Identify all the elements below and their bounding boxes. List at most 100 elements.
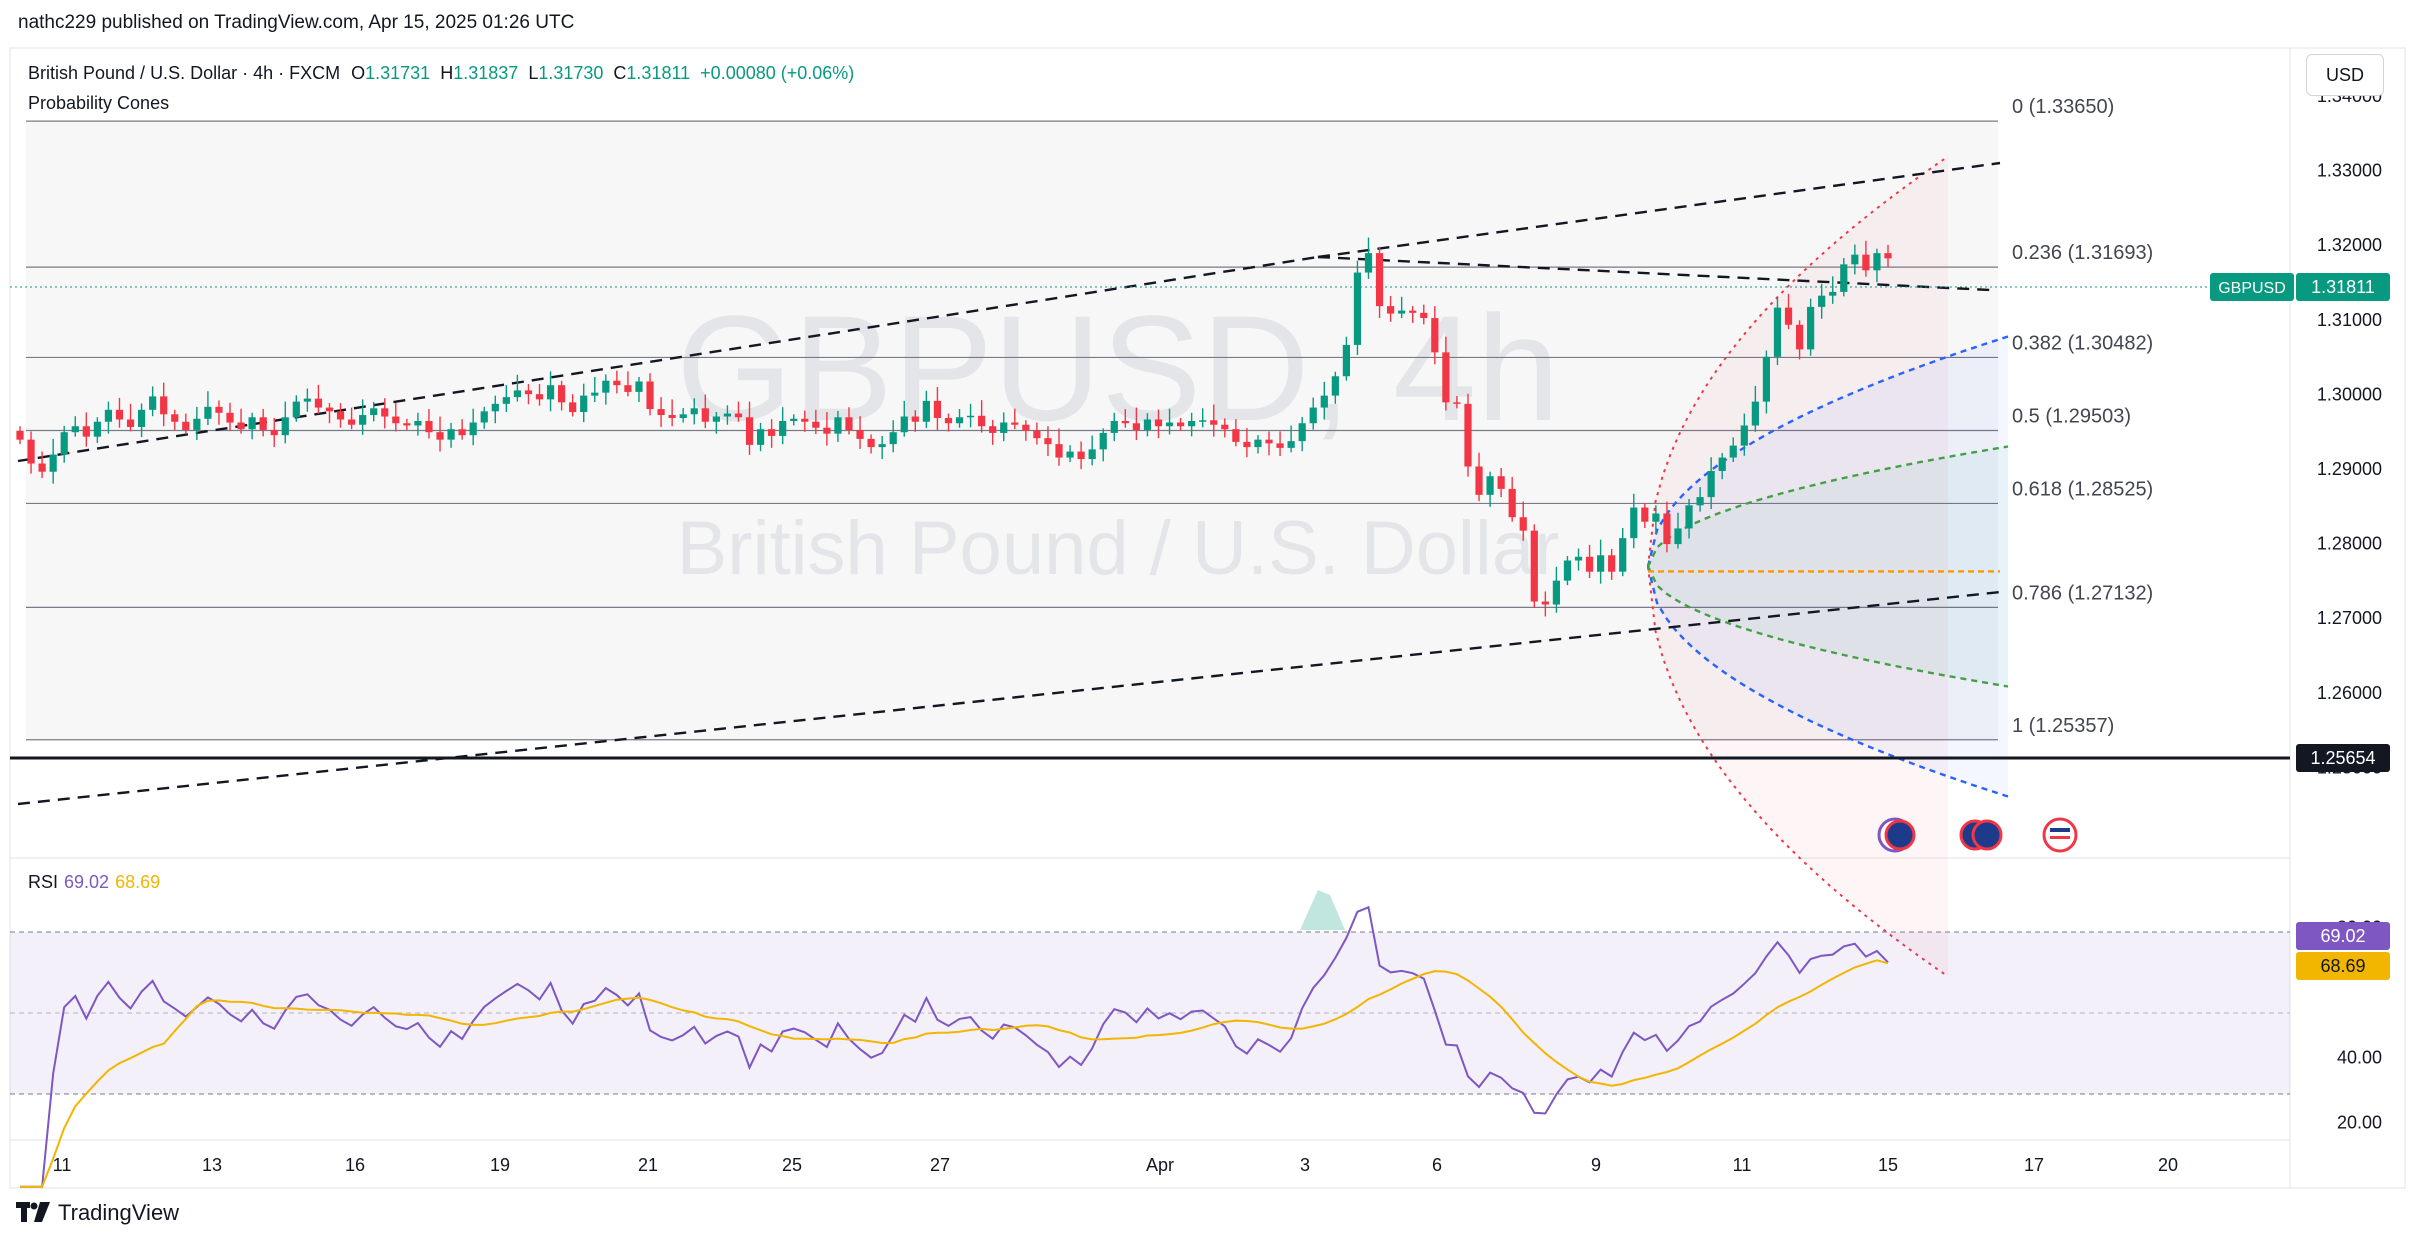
candle-body[interactable] bbox=[1619, 538, 1627, 572]
candle-body[interactable] bbox=[657, 409, 665, 416]
candle-body[interactable] bbox=[1729, 445, 1737, 458]
candle-body[interactable] bbox=[160, 396, 168, 415]
candle-body[interactable] bbox=[1696, 497, 1704, 506]
candle-body[interactable] bbox=[1287, 441, 1295, 448]
candle-body[interactable] bbox=[1298, 423, 1306, 442]
candle-body[interactable] bbox=[712, 416, 720, 422]
candle-body[interactable] bbox=[1829, 291, 1837, 296]
time-axis[interactable]: 11 13 16 19 21 25 27 Apr 3 6 9 11 15 17 20 bbox=[53, 1155, 2178, 1175]
candle-body[interactable] bbox=[38, 463, 46, 472]
candle-body[interactable] bbox=[524, 390, 533, 395]
candle-body[interactable] bbox=[834, 417, 842, 434]
candle-body[interactable] bbox=[314, 398, 323, 408]
candle-body[interactable] bbox=[646, 381, 654, 410]
candle-body[interactable] bbox=[1320, 395, 1328, 408]
candle-body[interactable] bbox=[624, 385, 632, 392]
candle-body[interactable] bbox=[978, 415, 986, 427]
candle-body[interactable] bbox=[1884, 253, 1892, 259]
rsi-legend[interactable]: RSI 69.02 68.69 bbox=[28, 872, 160, 893]
candle-body[interactable] bbox=[1000, 422, 1008, 433]
candle-body[interactable] bbox=[1176, 422, 1185, 427]
candle-body[interactable] bbox=[602, 380, 610, 393]
candle-body[interactable] bbox=[1331, 376, 1339, 396]
candle-body[interactable] bbox=[16, 430, 24, 440]
candle-body[interactable] bbox=[347, 419, 356, 425]
candle-body[interactable] bbox=[226, 412, 234, 423]
candle-body[interactable] bbox=[513, 390, 521, 398]
candle-body[interactable] bbox=[1375, 253, 1384, 307]
candle-body[interactable] bbox=[679, 414, 687, 419]
candle-body[interactable] bbox=[1762, 356, 1771, 402]
candle-body[interactable] bbox=[1585, 556, 1594, 572]
candle-body[interactable] bbox=[1751, 401, 1759, 426]
rsi-line[interactable] bbox=[20, 905, 1889, 1188]
candle-body[interactable] bbox=[900, 416, 908, 433]
candle-body[interactable] bbox=[491, 403, 499, 412]
candle-body[interactable] bbox=[436, 432, 444, 440]
candle-body[interactable] bbox=[215, 406, 223, 413]
candle-body[interactable] bbox=[812, 421, 820, 428]
candle-body[interactable] bbox=[1066, 451, 1074, 458]
candle-body[interactable] bbox=[1784, 307, 1793, 325]
rsi-ma-line[interactable] bbox=[20, 959, 1889, 1188]
candle-body[interactable] bbox=[1442, 352, 1450, 403]
candle-body[interactable] bbox=[1055, 444, 1063, 458]
candle-body[interactable] bbox=[403, 423, 411, 426]
candle-body[interactable] bbox=[502, 397, 510, 404]
candle-body[interactable] bbox=[580, 395, 588, 413]
candle-body[interactable] bbox=[171, 414, 179, 422]
candle-body[interactable] bbox=[359, 415, 367, 425]
candle-body[interactable] bbox=[933, 400, 942, 419]
candle-body[interactable] bbox=[889, 432, 897, 445]
candle-body[interactable] bbox=[1011, 422, 1019, 425]
candle-body[interactable] bbox=[1541, 601, 1549, 605]
candle-body[interactable] bbox=[1420, 312, 1428, 319]
candle-body[interactable] bbox=[955, 417, 964, 424]
candle-body[interactable] bbox=[480, 411, 488, 423]
candle-body[interactable] bbox=[82, 426, 90, 437]
candle-body[interactable] bbox=[911, 416, 919, 422]
candle-body[interactable] bbox=[71, 426, 79, 433]
candle-body[interactable] bbox=[115, 409, 124, 420]
candle-body[interactable] bbox=[336, 411, 345, 420]
candle-body[interactable] bbox=[204, 406, 212, 419]
candle-body[interactable] bbox=[591, 392, 599, 396]
candle-body[interactable] bbox=[458, 429, 466, 436]
event-icons[interactable] bbox=[1877, 817, 2078, 853]
candle-body[interactable] bbox=[392, 416, 400, 424]
candle-body[interactable] bbox=[1873, 253, 1881, 271]
candle-body[interactable] bbox=[1398, 310, 1406, 314]
candle-body[interactable] bbox=[1608, 555, 1616, 572]
candle-body[interactable] bbox=[1431, 318, 1439, 353]
candle-body[interactable] bbox=[989, 426, 997, 433]
candle-body[interactable] bbox=[878, 444, 886, 448]
candle-body[interactable] bbox=[745, 417, 754, 445]
candle-body[interactable] bbox=[1232, 429, 1240, 442]
candle-body[interactable] bbox=[1088, 449, 1096, 460]
candle-body[interactable] bbox=[469, 422, 477, 436]
candle-body[interactable] bbox=[1508, 488, 1516, 518]
footer-brand[interactable]: TradingView bbox=[16, 1200, 179, 1226]
candle-body[interactable] bbox=[790, 418, 798, 422]
candle-body[interactable] bbox=[966, 415, 975, 418]
candle-body[interactable] bbox=[1243, 441, 1251, 448]
candle-body[interactable] bbox=[1309, 407, 1317, 424]
candle-body[interactable] bbox=[1486, 476, 1494, 495]
candle-body[interactable] bbox=[414, 421, 422, 426]
candle-body[interactable] bbox=[1707, 470, 1715, 498]
candle-body[interactable] bbox=[248, 417, 256, 430]
candle-body[interactable] bbox=[1110, 421, 1118, 433]
candle-body[interactable] bbox=[1663, 513, 1671, 545]
candle-body[interactable] bbox=[668, 415, 676, 419]
candle-body[interactable] bbox=[292, 401, 300, 418]
fib-retracement[interactable]: 0 (1.33650) 0.236 (1.31693) 0.382 (1.30482… bbox=[26, 96, 2153, 741]
candle-body[interactable] bbox=[1807, 306, 1815, 350]
candle-body[interactable] bbox=[1464, 403, 1472, 467]
candle-body[interactable] bbox=[856, 429, 864, 439]
candle-body[interactable] bbox=[558, 385, 566, 403]
candle-body[interactable] bbox=[281, 417, 289, 436]
candle-body[interactable] bbox=[381, 408, 389, 417]
candle-body[interactable] bbox=[1353, 272, 1362, 345]
candle-body[interactable] bbox=[823, 427, 831, 434]
